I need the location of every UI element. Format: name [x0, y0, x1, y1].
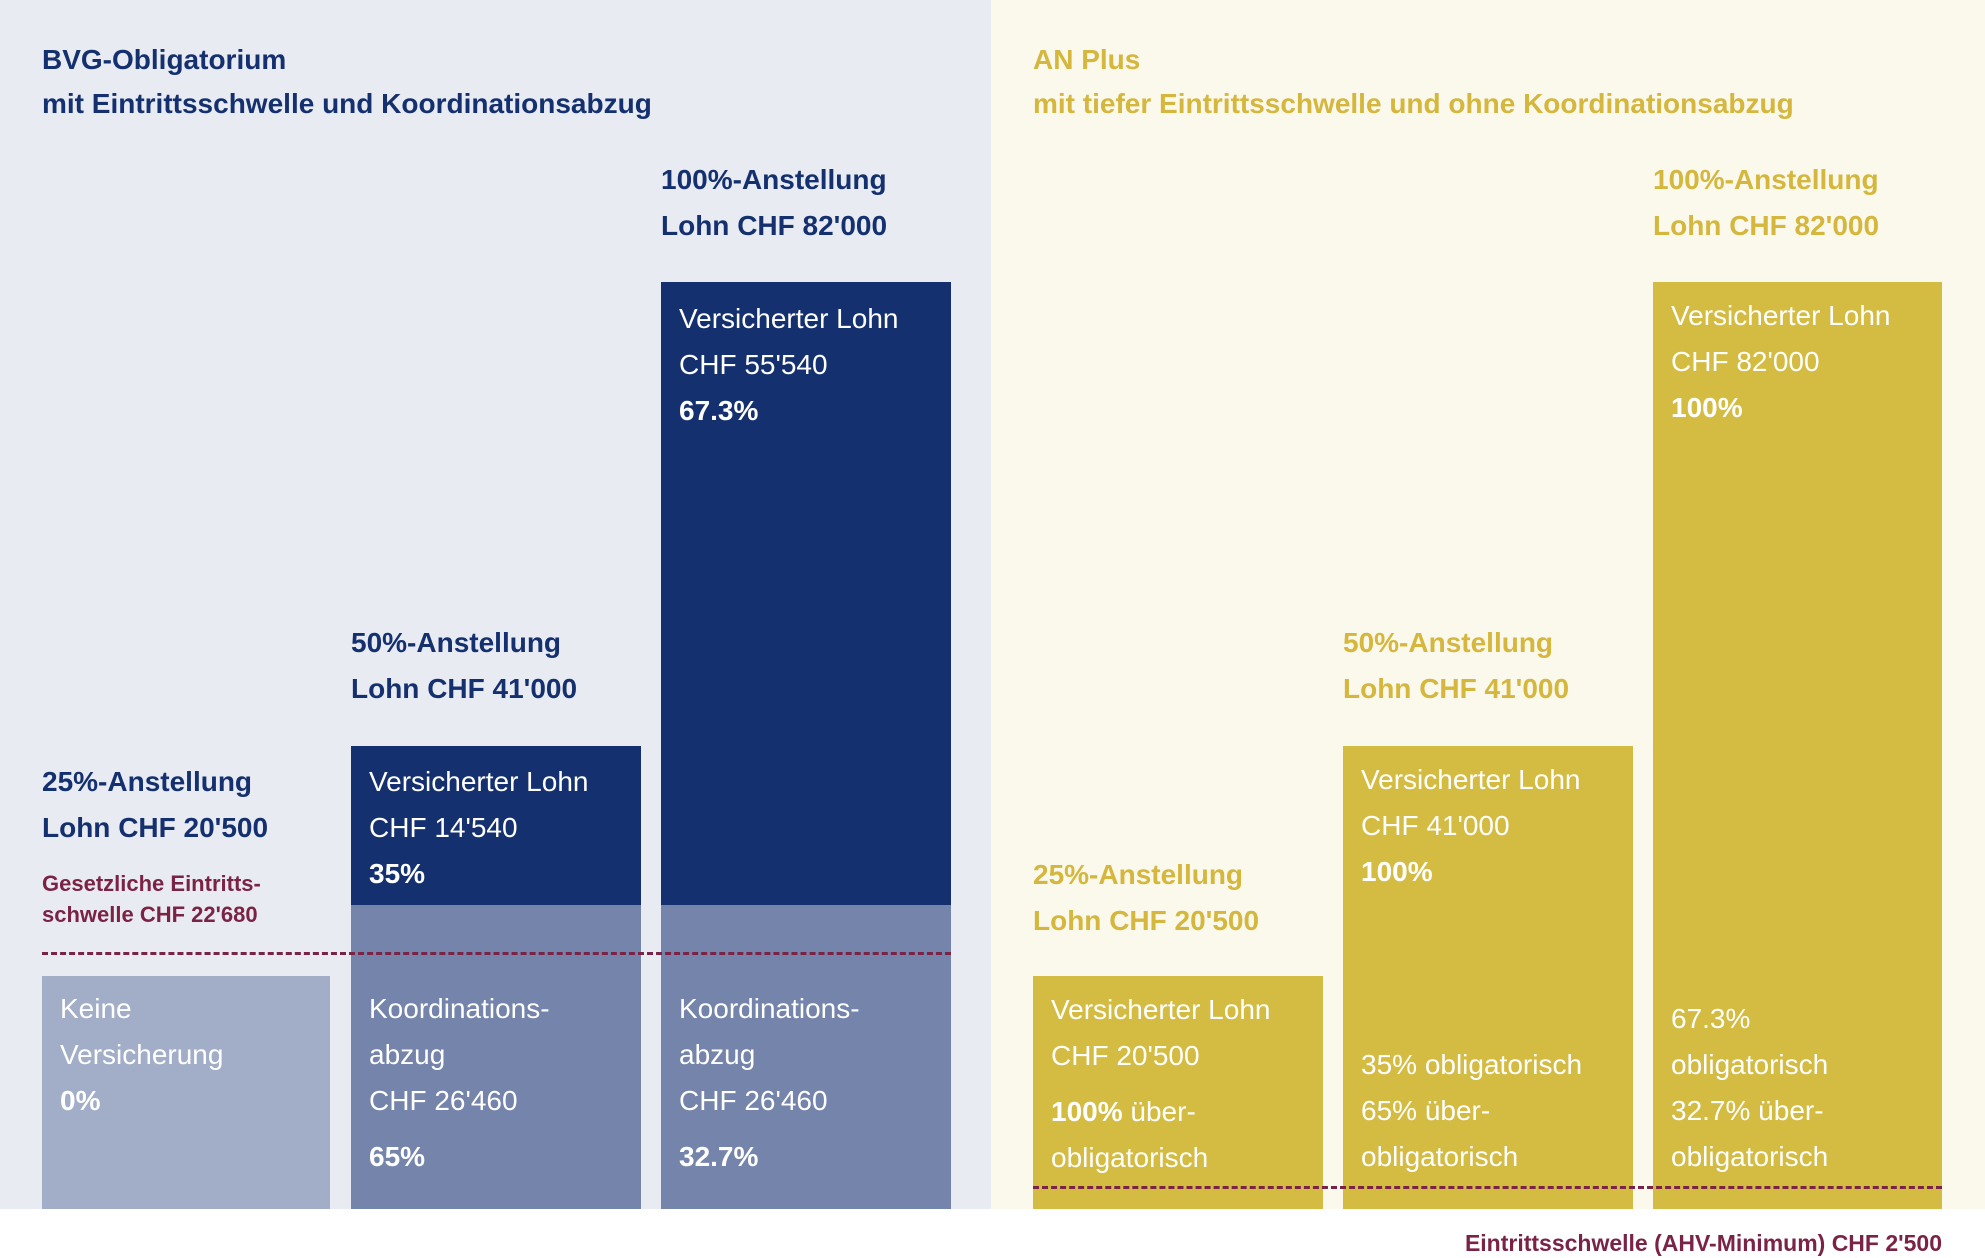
label-line: 25%-Anstellung: [42, 766, 253, 797]
legal-threshold-label: Gesetzliche Eintritts- schwelle CHF 22'6…: [42, 868, 261, 930]
label-25: 25%-Anstellung Lohn CHF 20'500: [1033, 852, 1259, 944]
label-line: Lohn CHF 82'000: [661, 210, 888, 241]
label-line: 50%-Anstellung: [351, 627, 562, 658]
subtitle-line: mit Eintrittsschwelle und Koordinationsa…: [42, 88, 652, 119]
text-line: CHF 14'540: [369, 812, 518, 843]
title-line: BVG-Obligatorium: [42, 44, 287, 75]
coordination-block-100: [661, 905, 951, 1209]
label-line: Lohn CHF 82'000: [1653, 210, 1880, 241]
text-line: CHF 26'460: [369, 1085, 518, 1116]
text-line: Versicherung: [60, 1039, 224, 1070]
label-50: 50%-Anstellung Lohn CHF 41'000: [351, 620, 577, 712]
text-line: über-: [1122, 1096, 1196, 1127]
an-plus-split-100: 67.3% obligatorisch 32.7% über- obligato…: [1671, 996, 1828, 1180]
insured-text-50: Versicherter Lohn CHF 14'540 35%: [369, 759, 588, 897]
insured-salary-block-50: [351, 746, 641, 905]
label-25: 25%-Anstellung Lohn CHF 20'500: [42, 759, 268, 851]
bvg-title: BVG-Obligatorium mit Eintrittsschwelle u…: [42, 38, 652, 126]
text-line: Versicherter Lohn: [1671, 300, 1891, 331]
text-line: CHF 41'000: [1361, 810, 1510, 841]
text-line: obligatorisch: [1051, 1142, 1209, 1173]
subtitle-line: mit tiefer Eintrittsschwelle und ohne Ko…: [1033, 88, 1794, 119]
label-50: 50%-Anstellung Lohn CHF 41'000: [1343, 620, 1569, 712]
text-line: 67.3%: [1671, 1003, 1751, 1034]
insured-text-100: Versicherter Lohn CHF 55'540 67.3%: [679, 296, 898, 434]
percent: 100%: [1051, 1096, 1123, 1127]
text-line: obligatorisch: [1671, 1049, 1829, 1080]
label-100: 100%-Anstellung Lohn CHF 82'000: [1653, 157, 1879, 249]
percent: 100%: [1671, 392, 1743, 423]
insured-salary-block-100: [661, 282, 951, 905]
text-line: Keine: [60, 993, 132, 1024]
label-line: Lohn CHF 41'000: [351, 673, 578, 704]
text-line: CHF 26'460: [679, 1085, 828, 1116]
ahv-threshold-line: [1033, 1186, 1942, 1189]
text-line: abzug: [369, 1039, 446, 1070]
text-line: 35% obligatorisch: [1361, 1049, 1583, 1080]
ahv-threshold-label: Eintrittsschwelle (AHV-Minimum) CHF 2'50…: [1464, 1230, 1942, 1256]
text-line: abzug: [679, 1039, 756, 1070]
coordination-block-50: [351, 905, 641, 1209]
an-plus-block-50: [1343, 746, 1633, 1209]
label-line: Lohn CHF 41'000: [1343, 673, 1570, 704]
text-line: 32.7% über-: [1671, 1095, 1824, 1126]
an-plus-block-25: [1033, 976, 1323, 1209]
label-line: Lohn CHF 20'500: [1033, 905, 1260, 936]
text-line: CHF 82'000: [1671, 346, 1820, 377]
percent: 32.7%: [679, 1141, 759, 1172]
title-line: AN Plus: [1033, 44, 1141, 75]
text-line: Versicherter Lohn: [1361, 764, 1581, 795]
text-line: 65% über-: [1361, 1095, 1491, 1126]
an-plus-top-50: Versicherter Lohn CHF 41'000 100%: [1361, 757, 1580, 895]
no-insurance-text: Keine Versicherung 0%: [60, 986, 223, 1124]
text-line: Versicherter Lohn: [679, 303, 899, 334]
an-plus-block-100: [1653, 282, 1942, 1209]
text-line: Koordinations-: [679, 993, 860, 1024]
text-line: obligatorisch: [1671, 1141, 1829, 1172]
text-line: CHF 55'540: [679, 349, 828, 380]
coord-text-50: Koordinations- abzug CHF 26'460 65%: [369, 986, 550, 1180]
legal-threshold-line: [42, 952, 951, 955]
an-plus-text-25: Versicherter Lohn CHF 20'500 100% über- …: [1051, 987, 1270, 1181]
label-line: Gesetzliche Eintritts-: [42, 871, 261, 896]
text-line: obligatorisch: [1361, 1141, 1519, 1172]
label-100: 100%-Anstellung Lohn CHF 82'000: [661, 157, 887, 249]
text-line: Koordinations-: [369, 993, 550, 1024]
split-line: 100% über-: [1051, 1089, 1270, 1135]
percent: 0%: [60, 1085, 101, 1116]
an-plus-top-100: Versicherter Lohn CHF 82'000 100%: [1671, 293, 1890, 431]
an-plus-title: AN Plus mit tiefer Eintrittsschwelle und…: [1033, 38, 1794, 126]
text-line: Versicherter Lohn: [1051, 994, 1271, 1025]
percent: 35%: [369, 858, 426, 889]
percent: 67.3%: [679, 395, 759, 426]
percent: 100%: [1361, 856, 1433, 887]
an-plus-split-50: 35% obligatorisch 65% über- obligatorisc…: [1361, 1042, 1582, 1180]
coord-text-100: Koordinations- abzug CHF 26'460 32.7%: [679, 986, 860, 1180]
label-line: 100%-Anstellung: [661, 164, 887, 195]
text-line: Versicherter Lohn: [369, 766, 589, 797]
percent: 65%: [369, 1141, 426, 1172]
label-line: 100%-Anstellung: [1653, 164, 1879, 195]
label-line: 50%-Anstellung: [1343, 627, 1554, 658]
label-line: 25%-Anstellung: [1033, 859, 1244, 890]
label-line: schwelle CHF 22'680: [42, 902, 258, 927]
label-line: Lohn CHF 20'500: [42, 812, 269, 843]
text-line: CHF 20'500: [1051, 1040, 1200, 1071]
no-insurance-block: [42, 976, 330, 1209]
